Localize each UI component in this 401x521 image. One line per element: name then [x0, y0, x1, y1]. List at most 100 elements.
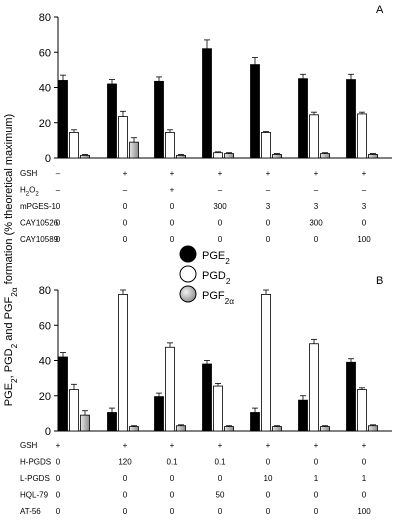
condition-value: 300 — [309, 219, 323, 228]
bar-pge2 — [154, 396, 164, 432]
condition-value: 0 — [170, 474, 175, 483]
condition-value: + — [170, 441, 175, 450]
condition-value: 3 — [266, 202, 271, 211]
bar-pge2 — [107, 83, 117, 159]
bar-pgf2a — [129, 426, 139, 432]
bar-pgf2a — [80, 414, 90, 432]
y-tick-label: 0 — [45, 426, 51, 438]
bar-pgf2a — [80, 154, 90, 159]
condition-label: HQL-79 — [20, 491, 49, 500]
condition-label: mPGES-1 — [20, 202, 57, 211]
condition-value: 0 — [218, 507, 223, 516]
bar-pgd2 — [165, 346, 175, 432]
condition-value: 0 — [266, 219, 271, 228]
bar-pgf2a — [224, 153, 234, 159]
y-tick-label: 60 — [39, 47, 51, 59]
condition-value: 0 — [170, 219, 175, 228]
condition-value: + — [362, 441, 367, 450]
condition-value: 0 — [362, 491, 367, 500]
bar-pgd2 — [69, 132, 79, 159]
condition-value: 0 — [266, 491, 271, 500]
bar-pge2 — [202, 363, 212, 432]
condition-value: 0.1 — [166, 458, 178, 467]
y-axis-label: PGE2, PGD2 and PGF2α formation (% theore… — [3, 114, 19, 406]
bar-pgd2 — [118, 294, 128, 432]
condition-value: – — [314, 186, 319, 195]
condition-value: 0 — [266, 235, 271, 244]
condition-label: CAY10589 — [20, 235, 59, 244]
condition-value: – — [123, 186, 128, 195]
condition-value: 100 — [357, 235, 371, 244]
condition-value: 0 — [170, 202, 175, 211]
bar-pgd2 — [69, 389, 79, 432]
condition-label: H-PGDS — [20, 458, 51, 467]
condition-value: 50 — [216, 491, 225, 500]
condition-value: + — [170, 169, 175, 178]
condition-value: + — [170, 186, 175, 195]
legend-entry: PGD2 — [202, 270, 231, 286]
condition-value: 0 — [123, 491, 128, 500]
condition-label: GSH — [20, 441, 38, 450]
condition-value: – — [362, 186, 367, 195]
bar-pgf2a — [368, 154, 378, 159]
condition-value: + — [123, 169, 128, 178]
condition-value: 100 — [357, 507, 371, 516]
bar-pge2 — [202, 48, 212, 159]
condition-value: + — [266, 169, 271, 178]
bar-pgd2 — [261, 132, 271, 159]
condition-value: 0 — [56, 491, 61, 500]
y-tick-label: 0 — [45, 153, 51, 165]
condition-value: + — [218, 441, 223, 450]
bar-pge2 — [298, 399, 308, 432]
condition-value: 0 — [266, 458, 271, 467]
condition-value: 0 — [56, 235, 61, 244]
bar-pgd2 — [357, 113, 367, 159]
condition-value: 0 — [170, 235, 175, 244]
condition-label: AT-56 — [20, 507, 41, 516]
condition-value: 0 — [314, 507, 319, 516]
condition-value: + — [123, 441, 128, 450]
bar-pgf2a — [176, 425, 186, 432]
condition-value: 0 — [314, 235, 319, 244]
condition-value: – — [56, 169, 61, 178]
condition-value: 0 — [266, 507, 271, 516]
bar-pge2 — [107, 412, 117, 432]
condition-value: 10 — [264, 474, 273, 483]
y-tick-label: 80 — [39, 12, 51, 24]
bar-pgd2 — [165, 132, 175, 159]
bar-pge2 — [346, 79, 356, 159]
legend-entry: PGF2α — [202, 290, 234, 306]
bar-pgd2 — [213, 152, 223, 159]
condition-value: 3 — [314, 202, 319, 211]
y-tick-label: 20 — [39, 391, 51, 403]
condition-value: + — [218, 169, 223, 178]
condition-value: 0 — [123, 507, 128, 516]
condition-value: 120 — [118, 458, 132, 467]
legend: PGE2 PGD2 PGF2α — [179, 245, 234, 306]
bar-pgd2 — [118, 116, 128, 159]
bar-pgf2a — [129, 141, 139, 159]
condition-value: – — [56, 186, 61, 195]
condition-value: 0 — [362, 219, 367, 228]
bar-pge2 — [250, 412, 260, 432]
condition-label: GSH — [20, 169, 38, 178]
bar-pge2 — [58, 80, 68, 159]
legend-marker-pgf2a — [179, 285, 197, 303]
bar-pge2 — [58, 356, 68, 432]
condition-value: 0 — [170, 507, 175, 516]
bar-pgf2a — [320, 153, 330, 159]
bar-pgf2a — [368, 425, 378, 432]
condition-label: H2O2 — [20, 186, 39, 198]
bar-pgd2 — [213, 385, 223, 432]
condition-value: 0 — [123, 474, 128, 483]
y-tick-label: 20 — [39, 118, 51, 130]
condition-value: 0 — [56, 458, 61, 467]
condition-value: 0 — [56, 507, 61, 516]
condition-value: 0 — [314, 491, 319, 500]
condition-value: + — [56, 441, 61, 450]
condition-value: 0 — [218, 219, 223, 228]
condition-value: 300 — [213, 202, 227, 211]
bar-pge2 — [298, 78, 308, 159]
